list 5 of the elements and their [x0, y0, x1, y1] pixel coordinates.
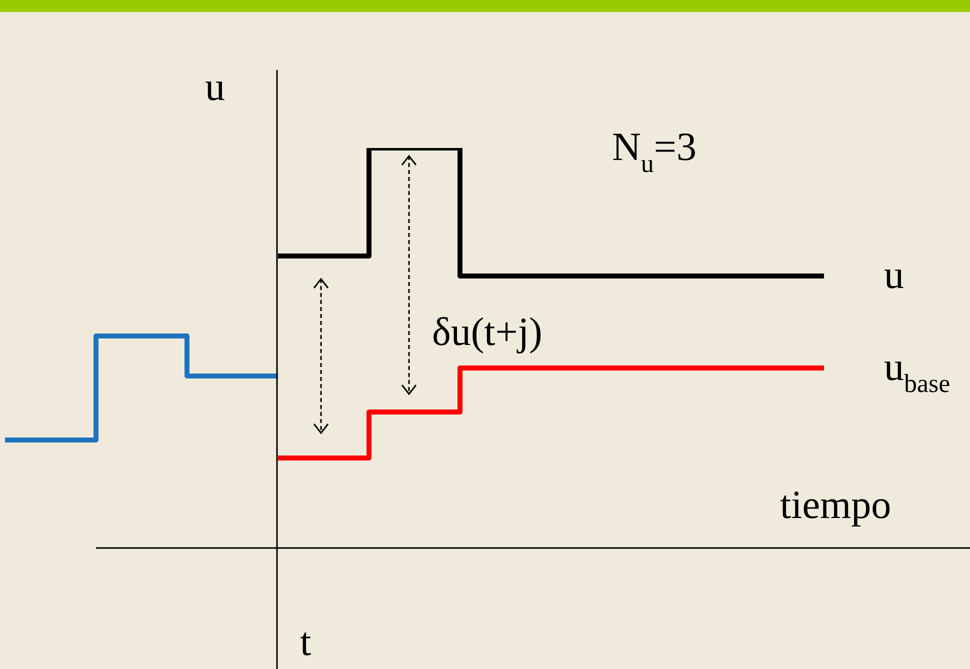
annotation: δu(t+j)	[432, 309, 542, 354]
text: t	[300, 619, 312, 664]
x-axis-title: tiempo	[780, 482, 892, 527]
y-axis-title: u	[205, 64, 225, 109]
series-label: u	[884, 252, 904, 297]
